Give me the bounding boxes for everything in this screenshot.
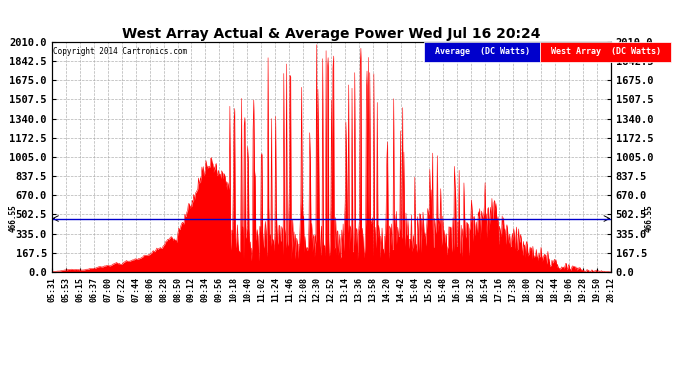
Text: Copyright 2014 Cartronics.com: Copyright 2014 Cartronics.com [53,47,187,56]
Text: Average  (DC Watts): Average (DC Watts) [435,47,530,56]
Title: West Array Actual & Average Power Wed Jul 16 20:24: West Array Actual & Average Power Wed Ju… [122,27,540,41]
Text: West Array  (DC Watts): West Array (DC Watts) [551,47,661,56]
Text: 466.55: 466.55 [645,205,654,232]
Text: 466.55: 466.55 [8,205,17,232]
